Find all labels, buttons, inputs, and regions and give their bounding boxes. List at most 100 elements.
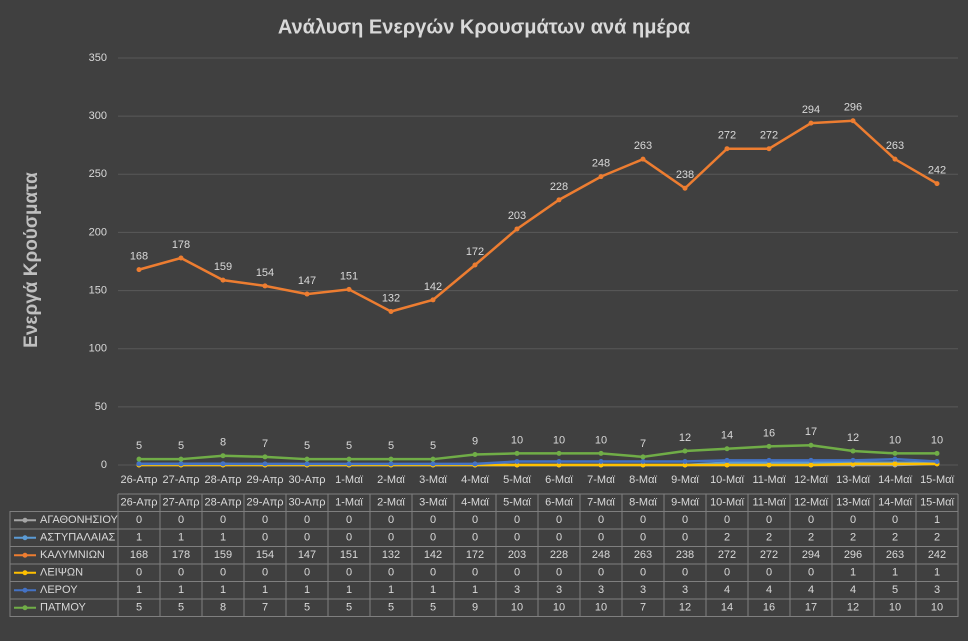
data-point (262, 461, 268, 467)
table-cell: 10 (595, 602, 607, 614)
table-cell: 0 (220, 567, 226, 579)
table-header: 6-Μαϊ (545, 497, 573, 509)
table-cell: 2 (808, 532, 814, 544)
data-point (724, 457, 730, 463)
x-tick-label: 27-Απρ (162, 474, 199, 486)
table-cell: 8 (220, 602, 226, 614)
table-cell: 0 (682, 532, 688, 544)
data-point (430, 461, 436, 467)
x-tick-label: 10-Μαϊ (710, 474, 744, 486)
y-tick-label: 150 (89, 284, 107, 296)
table-cell: 1 (220, 584, 226, 596)
table-cell: 0 (346, 567, 352, 579)
data-label: 10 (889, 434, 901, 446)
data-point (598, 450, 604, 456)
table-cell: 0 (472, 532, 478, 544)
data-point (514, 450, 520, 456)
data-point (766, 146, 772, 152)
legend-swatch (22, 570, 28, 576)
table-cell: 14 (721, 602, 733, 614)
data-point (472, 461, 478, 467)
data-point (262, 283, 268, 289)
data-label: 10 (511, 434, 523, 446)
table-cell: 5 (430, 602, 436, 614)
table-cell: 10 (931, 602, 943, 614)
data-point (682, 459, 688, 465)
table-cell: 7 (262, 602, 268, 614)
table-cell: 0 (556, 514, 562, 526)
data-label: 203 (508, 210, 526, 222)
data-point (766, 443, 772, 449)
table-cell: 12 (847, 602, 859, 614)
data-point (514, 226, 520, 232)
y-tick-label: 0 (101, 459, 107, 471)
data-label: 154 (256, 267, 274, 279)
data-label: 10 (595, 434, 607, 446)
x-tick-label: 7-Μαϊ (587, 474, 615, 486)
table-cell: 5 (178, 602, 184, 614)
legend-swatch (22, 552, 28, 558)
data-label: 238 (676, 169, 694, 181)
data-point (808, 442, 814, 448)
data-point (178, 461, 184, 467)
table-cell: 10 (511, 602, 523, 614)
table-cell: 0 (892, 514, 898, 526)
table-cell: 0 (136, 567, 142, 579)
table-cell: 0 (304, 514, 310, 526)
table-cell: 0 (514, 514, 520, 526)
table-cell: 3 (514, 584, 520, 596)
data-label: 5 (346, 440, 352, 452)
legend-label: ΑΣΤΥΠΑΛΑΙΑΣ (40, 532, 116, 544)
table-cell: 0 (598, 514, 604, 526)
data-point (724, 462, 730, 468)
table-cell: 0 (640, 514, 646, 526)
table-cell: 154 (256, 549, 274, 561)
table-cell: 2 (934, 532, 940, 544)
table-header: 13-Μαϊ (836, 497, 870, 509)
y-axis-title: Ενεργά Κρούσματα (21, 172, 42, 348)
table-cell: 9 (472, 602, 478, 614)
table-cell: 203 (508, 549, 526, 561)
data-point (346, 461, 352, 467)
table-cell: 12 (679, 602, 691, 614)
data-point (598, 462, 604, 468)
table-cell: 178 (172, 549, 190, 561)
data-point (892, 456, 898, 462)
table-cell: 1 (178, 532, 184, 544)
table-cell: 1 (388, 584, 394, 596)
chart-title: Ανάλυση Ενεργών Κρουσμάτων ανά ημέρα (278, 16, 691, 38)
data-point (220, 453, 226, 459)
data-label: 228 (550, 181, 568, 193)
data-point (850, 118, 856, 124)
data-point (136, 456, 142, 462)
table-header: 26-Απρ (120, 497, 157, 509)
table-cell: 272 (718, 549, 736, 561)
data-point (682, 448, 688, 454)
table-cell: 1 (220, 532, 226, 544)
y-tick-label: 250 (89, 168, 107, 180)
legend-swatch (22, 605, 28, 611)
data-label: 17 (805, 426, 817, 438)
table-cell: 0 (766, 567, 772, 579)
data-point (724, 146, 730, 152)
table-cell: 0 (388, 532, 394, 544)
data-label: 5 (178, 440, 184, 452)
data-point (262, 454, 268, 460)
table-cell: 159 (214, 549, 232, 561)
table-cell: 0 (640, 532, 646, 544)
data-point (556, 462, 562, 468)
table-header: 30-Απρ (288, 497, 325, 509)
x-tick-label: 29-Απρ (246, 474, 283, 486)
data-point (892, 461, 898, 467)
data-point (640, 156, 646, 162)
data-label: 263 (634, 140, 652, 152)
data-point (388, 456, 394, 462)
table-cell: 0 (388, 514, 394, 526)
table-cell: 1 (346, 584, 352, 596)
table-cell: 0 (514, 567, 520, 579)
table-header: 2-Μαϊ (377, 497, 405, 509)
table-cell: 263 (634, 549, 652, 561)
table-cell: 0 (598, 567, 604, 579)
x-tick-label: 4-Μαϊ (461, 474, 489, 486)
